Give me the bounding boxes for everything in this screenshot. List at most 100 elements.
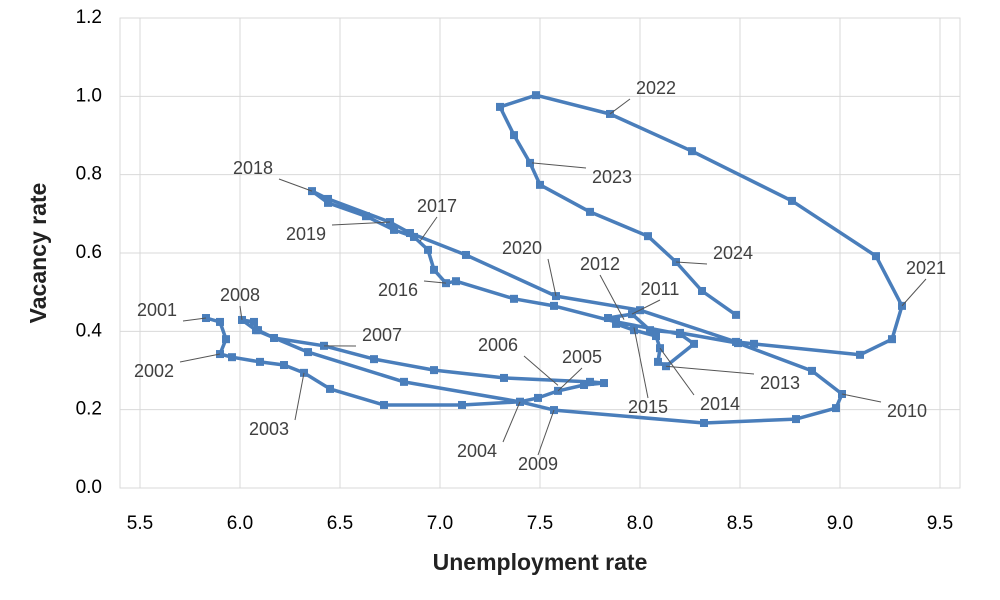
- annotation-leader: [278, 178, 313, 192]
- annotation-leader: [659, 347, 695, 396]
- point-marker: [280, 361, 288, 370]
- annotation-label: 2012: [580, 254, 620, 274]
- y-tick-label: 0.0: [76, 477, 102, 498]
- point-marker: [888, 335, 896, 344]
- x-tick-label: 6.0: [227, 513, 253, 534]
- point-marker: [458, 400, 466, 409]
- point-marker: [452, 277, 460, 286]
- annotation-label: 2007: [362, 325, 402, 345]
- annotation-leader: [547, 258, 557, 297]
- point-marker: [326, 384, 334, 393]
- x-axis-title: Unemployment rate: [433, 549, 648, 575]
- point-marker: [788, 196, 796, 205]
- point-marker: [646, 326, 654, 335]
- point-marker: [496, 102, 504, 111]
- point-marker: [550, 301, 558, 310]
- point-marker: [324, 194, 332, 203]
- annotation-leader: [294, 372, 305, 421]
- point-marker: [250, 317, 258, 326]
- annotation-label: 2005: [562, 347, 602, 367]
- point-marker: [872, 252, 880, 261]
- point-marker: [424, 245, 432, 254]
- annotation-leader: [179, 353, 221, 363]
- point-marker: [586, 377, 594, 386]
- annotation-label: 2014: [700, 394, 740, 414]
- point-marker: [832, 404, 840, 413]
- point-marker: [654, 357, 662, 366]
- point-marker: [228, 353, 236, 362]
- x-tick-label: 5.5: [127, 513, 153, 534]
- annotation-leader: [631, 299, 661, 315]
- annotation-label: 2024: [713, 243, 753, 263]
- point-marker: [732, 310, 740, 319]
- point-marker: [700, 418, 708, 427]
- point-marker: [644, 232, 652, 241]
- annotation-label: 2002: [134, 361, 174, 381]
- point-marker: [750, 339, 758, 348]
- annotation-leader: [609, 98, 631, 115]
- point-marker: [370, 355, 378, 364]
- point-marker: [430, 366, 438, 375]
- annotation-leader: [331, 221, 391, 226]
- annotation-leader: [665, 365, 755, 375]
- annotation-leader: [599, 274, 625, 320]
- annotation-label: 2003: [249, 419, 289, 439]
- annotation-leader: [841, 393, 882, 403]
- annotation-leader: [419, 216, 438, 242]
- y-tick-label: 1.0: [76, 85, 102, 106]
- point-marker: [256, 357, 264, 366]
- y-tick-label: 0.2: [76, 399, 102, 420]
- annotation-label: 2016: [378, 280, 418, 300]
- point-marker: [856, 350, 864, 359]
- annotation-label: 2022: [636, 78, 676, 98]
- point-marker: [270, 333, 278, 342]
- point-marker: [430, 265, 438, 274]
- annotation-label: 2008: [220, 285, 260, 305]
- annotation-label: 2019: [286, 224, 326, 244]
- point-marker: [510, 131, 518, 140]
- point-marker: [362, 212, 370, 221]
- point-marker: [808, 366, 816, 375]
- x-tick-label: 9.5: [927, 513, 953, 534]
- point-marker: [526, 158, 534, 167]
- point-marker: [406, 229, 414, 238]
- annotation-leader: [531, 162, 587, 169]
- annotation-label: 2006: [478, 335, 518, 355]
- x-tick-label: 6.5: [327, 513, 353, 534]
- point-marker: [676, 330, 684, 339]
- point-marker: [652, 332, 660, 341]
- y-tick-label: 0.4: [76, 320, 103, 341]
- annotation-label: 2021: [906, 258, 946, 278]
- point-marker: [732, 337, 740, 346]
- point-marker: [688, 147, 696, 156]
- annotation-label: 2010: [887, 401, 927, 421]
- point-marker: [216, 317, 224, 326]
- annotation-leader: [182, 317, 207, 322]
- point-marker: [304, 348, 312, 357]
- y-tick-label: 0.8: [76, 164, 102, 185]
- annotation-leader: [901, 278, 927, 307]
- annotation-label: 2001: [137, 300, 177, 320]
- point-marker: [500, 373, 508, 382]
- point-marker: [690, 339, 698, 348]
- x-tick-label: 8.5: [727, 513, 753, 534]
- x-tick-label: 8.0: [627, 513, 653, 534]
- y-tick-label: 1.2: [76, 7, 102, 28]
- point-marker: [390, 225, 398, 234]
- x-tick-label: 7.0: [427, 513, 453, 534]
- point-marker: [698, 286, 706, 295]
- annotation-leader: [557, 367, 583, 392]
- x-tick-label: 7.5: [527, 513, 553, 534]
- point-marker: [462, 250, 470, 259]
- point-marker: [792, 415, 800, 424]
- annotation-label: 2018: [233, 158, 273, 178]
- annotation-label: 2011: [641, 279, 680, 299]
- annotation-label: 2020: [502, 238, 542, 258]
- point-marker: [536, 180, 544, 189]
- plot-frame: [119, 17, 961, 489]
- annotation-label: 2017: [417, 196, 457, 216]
- point-marker: [630, 326, 638, 335]
- y-axis-title: Vacancy rate: [25, 183, 51, 324]
- point-marker: [252, 326, 260, 335]
